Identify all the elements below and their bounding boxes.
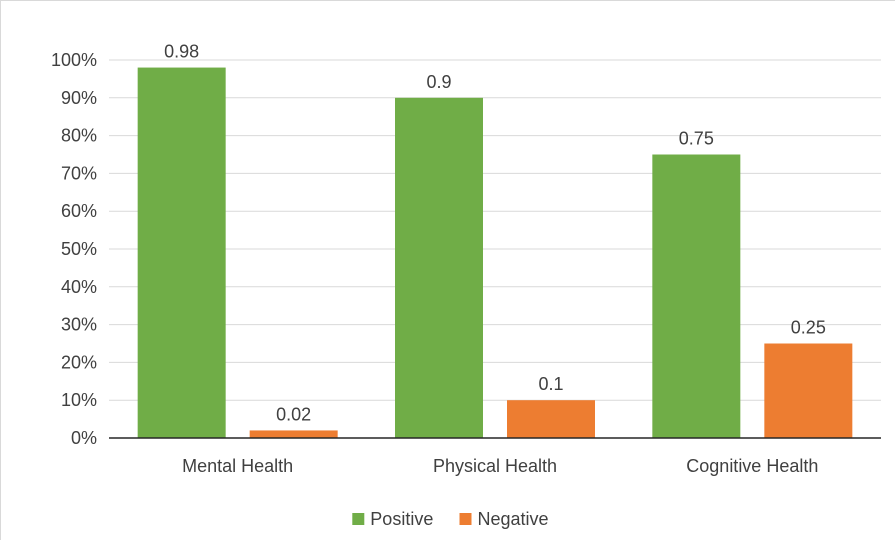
bar-negative-physical-health — [507, 400, 595, 438]
y-tick-label: 10% — [61, 390, 97, 410]
bar-negative-mental-health — [249, 430, 338, 438]
bar-negative-cognitive-health — [764, 343, 853, 438]
data-label: 0.9 — [426, 72, 451, 92]
data-label: 0.25 — [791, 318, 826, 338]
y-tick-label: 80% — [61, 126, 97, 146]
data-label: 0.02 — [276, 404, 311, 424]
legend-item-positive: Positive — [352, 509, 433, 529]
y-tick-label: 90% — [61, 88, 97, 108]
data-label: 0.1 — [538, 374, 563, 394]
bars — [137, 67, 853, 439]
y-axis-tick-labels: 0% 10% 20% 30% 40% 50% 60% 70% 80% 90% 100% — [51, 50, 97, 448]
bar-positive-mental-health — [137, 67, 226, 438]
x-category-label: Cognitive Health — [686, 456, 818, 476]
data-labels: 0.98 0.02 0.9 0.1 0.75 0.25 — [164, 42, 826, 425]
y-tick-label: 70% — [61, 163, 97, 183]
legend: Positive Negative — [352, 509, 549, 529]
y-tick-label: 40% — [61, 277, 97, 297]
bar-positive-cognitive-health — [652, 154, 741, 438]
legend-label: Negative — [478, 509, 549, 529]
x-category-label: Mental Health — [182, 456, 293, 476]
y-tick-label: 0% — [71, 428, 97, 448]
bar-positive-physical-health — [395, 97, 483, 439]
y-tick-label: 20% — [61, 352, 97, 372]
y-tick-label: 50% — [61, 239, 97, 259]
legend-item-negative: Negative — [459, 509, 549, 529]
legend-label: Positive — [370, 509, 433, 529]
y-tick-label: 100% — [51, 50, 97, 70]
data-label: 0.98 — [164, 42, 199, 62]
legend-swatch-positive — [352, 513, 365, 525]
data-label: 0.75 — [679, 129, 714, 149]
x-axis-category-labels: Mental Health Physical Health Cognitive He… — [182, 456, 818, 476]
gridlines — [109, 59, 881, 401]
x-category-label: Physical Health — [433, 456, 557, 476]
legend-swatch-negative — [459, 513, 472, 525]
y-tick-label: 60% — [61, 201, 97, 221]
y-tick-label: 30% — [61, 315, 97, 335]
